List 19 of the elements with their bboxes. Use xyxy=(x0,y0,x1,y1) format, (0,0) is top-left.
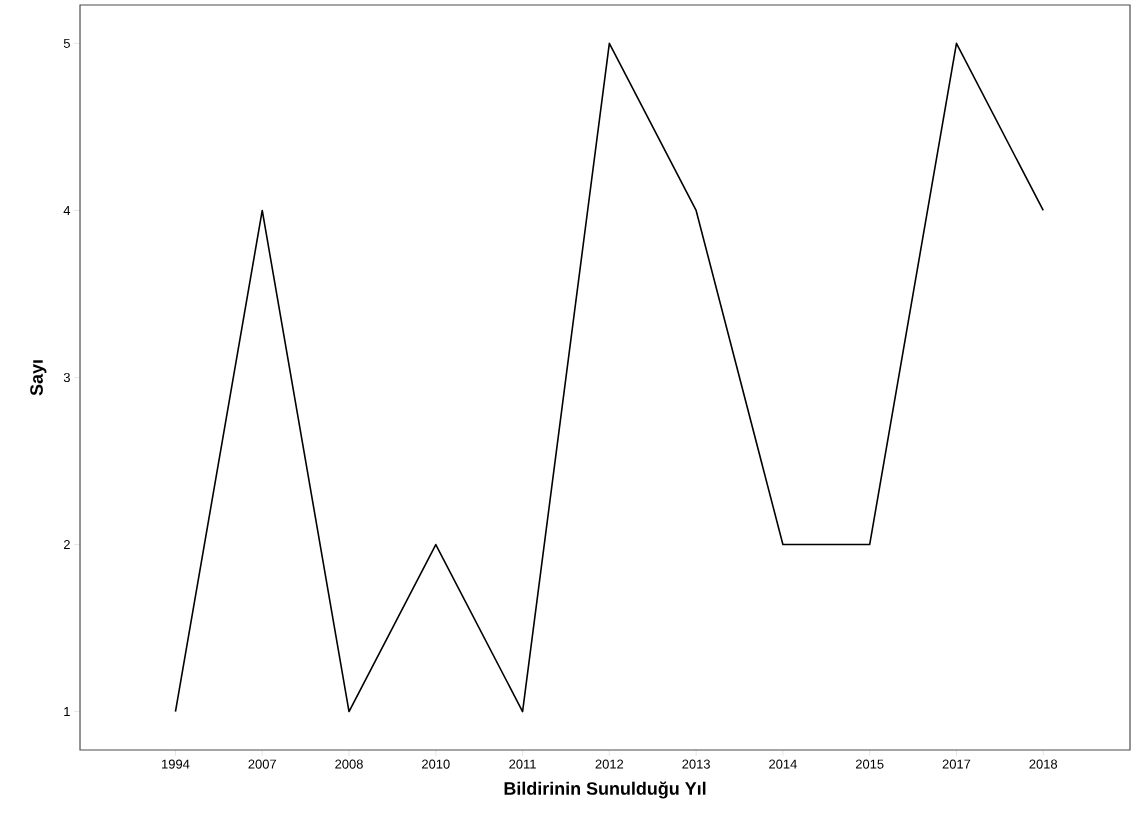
x-tick-label: 2015 xyxy=(855,759,884,769)
y-tick-label: 2 xyxy=(63,540,70,550)
x-tick-label: 1994 xyxy=(162,759,190,769)
x-tick-label: 2012 xyxy=(595,759,624,769)
x-tick-label: 2008 xyxy=(335,759,363,769)
y-tick-label: 4 xyxy=(63,205,71,215)
y-tick-label: 5 xyxy=(63,38,70,48)
x-tick-label: 2017 xyxy=(942,759,971,769)
x-tick-label: 2013 xyxy=(682,759,710,769)
y-axis-title: Sayı xyxy=(30,360,47,396)
y-tick-label: 3 xyxy=(63,372,70,383)
x-tick-label: 2010 xyxy=(422,759,450,769)
x-tick-label: 2018 xyxy=(1029,759,1058,769)
x-tick-label: 2014 xyxy=(769,759,797,769)
x-axis-title: Bildirinin Sunulduğu Yıl xyxy=(504,781,706,799)
y-tick-label: 1 xyxy=(64,707,70,717)
x-tick-label: 2007 xyxy=(248,759,276,769)
line-series xyxy=(174,42,1045,713)
x-tick-label: 2011 xyxy=(509,759,536,769)
